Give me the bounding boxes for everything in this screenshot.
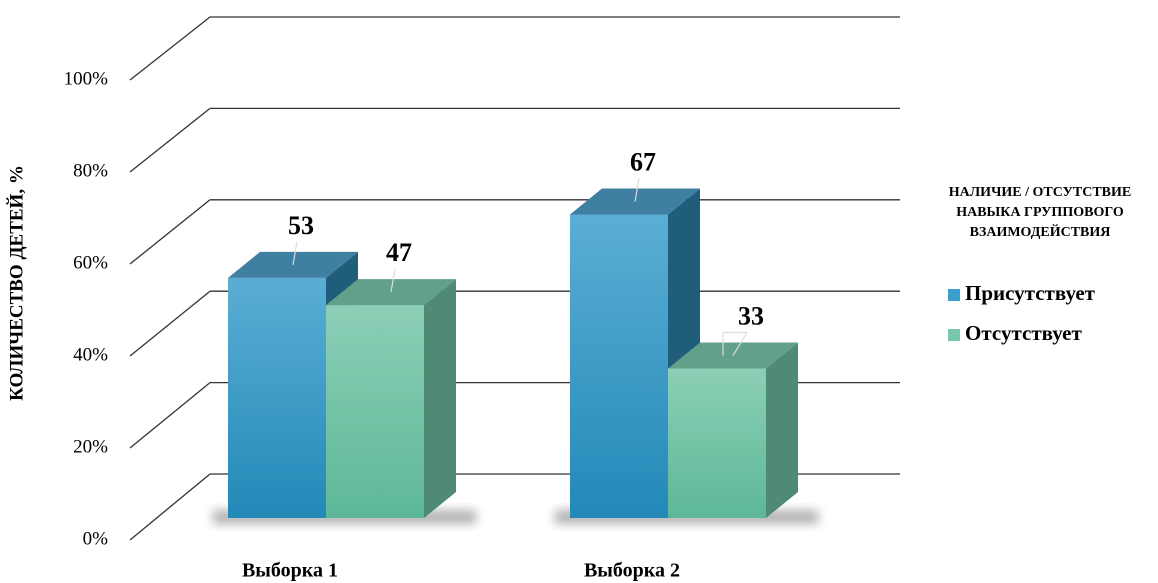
legend-swatch xyxy=(948,289,960,301)
legend-label: Присутствует xyxy=(965,281,1096,305)
grid-line xyxy=(129,290,211,357)
y-tick-label: 40% xyxy=(73,344,108,365)
y-tick-label: 20% xyxy=(73,436,108,457)
legend-swatch xyxy=(948,329,960,341)
bar-side xyxy=(424,279,456,518)
bar-front xyxy=(326,305,424,518)
grid-line xyxy=(129,199,211,265)
bar-front xyxy=(228,277,326,518)
data-label: 47 xyxy=(386,238,412,267)
grid-line xyxy=(129,107,211,173)
data-label: 33 xyxy=(738,301,764,330)
legend-title: ВЗАИМОДЕЙСТВИЯ xyxy=(970,223,1111,240)
x-tick-label: Выборка 1 xyxy=(242,560,338,582)
y-tick-label: 80% xyxy=(73,160,108,181)
bar-side xyxy=(766,342,798,518)
bar xyxy=(326,279,456,518)
bar-front xyxy=(570,214,668,519)
label-leader xyxy=(722,331,749,356)
label-leader xyxy=(634,178,640,202)
label-leader xyxy=(390,268,396,293)
x-tick-label: Выборка 2 xyxy=(584,560,680,582)
legend-title: НАЛИЧИЕ / ОТСУТСТВИЕ xyxy=(949,185,1132,200)
data-label: 53 xyxy=(288,211,314,240)
legend-title: НАВЫКА ГРУППОВОГО xyxy=(956,205,1124,220)
label-leader xyxy=(292,241,298,266)
y-tick-label: 100% xyxy=(64,68,109,89)
data-label: 67 xyxy=(630,147,656,176)
bar-front xyxy=(668,368,766,518)
grid-line xyxy=(129,16,211,81)
y-tick-label: 60% xyxy=(73,252,108,273)
legend-label: Отсутствует xyxy=(965,321,1082,345)
y-tick-label: 0% xyxy=(83,528,109,549)
grid-line xyxy=(129,473,211,541)
y-axis-label: КОЛИЧЕСТВО ДЕТЕЙ, % xyxy=(5,165,27,401)
bar xyxy=(668,342,798,518)
grid-line xyxy=(129,382,211,449)
